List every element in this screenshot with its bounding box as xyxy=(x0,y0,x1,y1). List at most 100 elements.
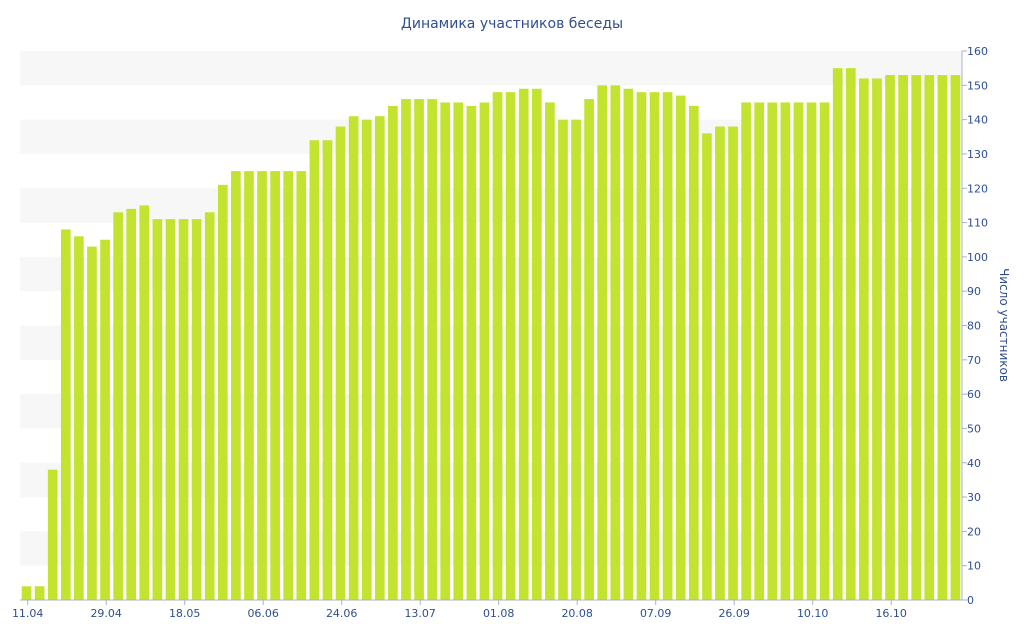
y-tick-label: 60 xyxy=(967,388,981,401)
y-tick-label: 90 xyxy=(967,285,981,298)
bar xyxy=(152,219,163,600)
bar xyxy=(662,92,673,601)
bar xyxy=(806,102,817,600)
bar xyxy=(767,102,778,600)
bar xyxy=(911,75,922,600)
bar xyxy=(688,105,699,601)
bar xyxy=(832,68,843,600)
bar xyxy=(401,99,411,600)
bar xyxy=(139,205,150,600)
bar xyxy=(584,99,594,600)
bar xyxy=(545,102,555,600)
y-tick-label: 70 xyxy=(967,354,981,367)
bar xyxy=(21,586,32,600)
chart-title: Динамика участников беседы xyxy=(401,16,623,32)
bar xyxy=(518,88,529,601)
y-tick-label: 110 xyxy=(967,217,988,230)
bar xyxy=(113,212,123,600)
bar xyxy=(453,102,464,600)
y-tick-label: 160 xyxy=(967,45,988,58)
y-tick-label: 100 xyxy=(967,251,988,264)
bar xyxy=(361,119,372,601)
bar xyxy=(100,239,110,600)
bar xyxy=(636,92,647,601)
bar xyxy=(898,75,908,600)
bar xyxy=(217,184,228,600)
bar xyxy=(427,99,437,600)
bar xyxy=(780,102,791,600)
bar xyxy=(414,99,424,600)
x-ticks: 11.04 29.04 18.05 06.06 24.06 13.07 01.08 20.08… xyxy=(12,600,907,620)
x-tick-label: 07.09 xyxy=(640,607,672,620)
bar xyxy=(872,78,882,600)
y-tick-label: 20 xyxy=(967,525,981,538)
background-band xyxy=(20,51,962,86)
x-tick-label: 11.04 xyxy=(12,607,44,620)
bar xyxy=(270,171,280,600)
background-band xyxy=(20,325,962,360)
x-tick-label: 06.06 xyxy=(247,607,279,620)
x-tick-label: 13.07 xyxy=(404,607,436,620)
x-tick-label: 20.08 xyxy=(561,607,593,620)
bar xyxy=(505,92,516,601)
bar xyxy=(322,140,333,600)
y-tick-label: 50 xyxy=(967,422,981,435)
y-tick-label: 30 xyxy=(967,491,981,504)
bar xyxy=(244,171,254,600)
bar xyxy=(859,78,869,600)
background-band xyxy=(20,394,962,429)
bar xyxy=(165,219,176,600)
y-tick-label: 150 xyxy=(967,79,988,92)
bar xyxy=(885,75,895,600)
bar xyxy=(597,85,608,600)
bar xyxy=(937,75,948,600)
background-band xyxy=(20,531,962,566)
bar xyxy=(793,102,804,600)
y-ticks: 0 10 20 30 40 50 60 70 80 90 100 110 120 130 140 150 160 xyxy=(962,45,988,607)
y-axis-label: Число участников xyxy=(997,268,1011,382)
bar xyxy=(623,88,634,601)
bar xyxy=(466,105,477,601)
bar xyxy=(204,212,215,600)
y-tick-label: 0 xyxy=(967,594,974,607)
background-band xyxy=(20,188,962,223)
bar xyxy=(74,236,84,601)
bar xyxy=(558,119,568,601)
x-tick-label: 29.04 xyxy=(90,607,122,620)
background-bands xyxy=(20,51,962,566)
y-tick-label: 10 xyxy=(967,560,981,573)
bar xyxy=(479,102,490,600)
y-tick-label: 130 xyxy=(967,148,988,161)
background-band xyxy=(20,119,962,154)
bar xyxy=(531,88,542,601)
x-tick-label: 16.10 xyxy=(875,607,907,620)
bar xyxy=(335,126,346,601)
bar xyxy=(309,140,320,600)
bar xyxy=(60,229,71,601)
bar xyxy=(126,208,137,600)
bar xyxy=(348,116,359,600)
bar xyxy=(571,119,581,601)
bars xyxy=(21,68,961,601)
bar xyxy=(492,92,503,601)
y-tick-label: 120 xyxy=(967,182,988,195)
bar xyxy=(191,219,202,600)
bar xyxy=(374,116,385,600)
background-band xyxy=(20,256,962,292)
bar xyxy=(924,75,935,600)
bar xyxy=(728,126,738,601)
y-tick-label: 80 xyxy=(967,320,981,333)
bar xyxy=(231,171,241,600)
x-tick-label: 24.06 xyxy=(326,607,358,620)
bar xyxy=(950,75,961,600)
y-tick-label: 140 xyxy=(967,114,988,127)
x-tick-label: 01.08 xyxy=(483,607,515,620)
x-tick-label: 10.10 xyxy=(797,607,829,620)
bar xyxy=(715,126,725,601)
bar xyxy=(675,95,686,601)
bar xyxy=(283,171,294,600)
bar xyxy=(649,92,660,601)
background-band xyxy=(20,462,962,498)
